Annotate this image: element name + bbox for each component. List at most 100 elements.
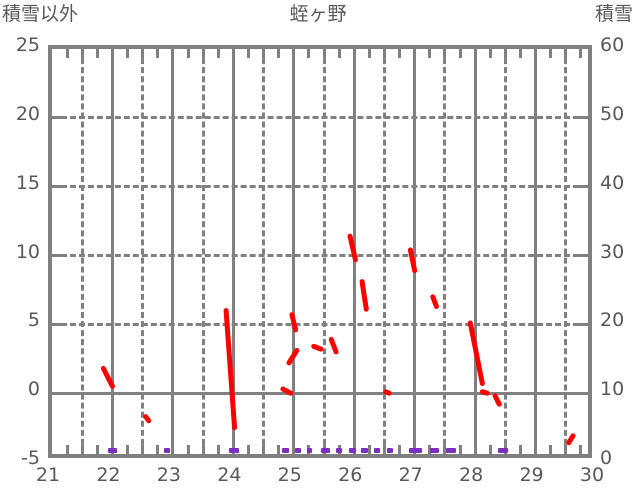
axis-tickmark	[156, 445, 160, 454]
data-segment	[566, 433, 576, 446]
axis-tickmark	[579, 445, 583, 454]
axis-tickmark	[458, 445, 462, 454]
axis-tickmark	[216, 49, 220, 58]
axis-tickmark	[186, 445, 190, 454]
axis-tickmark	[488, 445, 492, 454]
axis-tickmark	[156, 49, 160, 58]
axis-tickmark	[126, 445, 130, 454]
snow-depth-mark	[229, 448, 240, 453]
y-axis-right-tick-label: 20	[600, 309, 625, 332]
x-axis-tick-label: 22	[96, 464, 121, 486]
axis-tickmark	[80, 445, 84, 454]
right-axis-header: 積雪	[594, 3, 633, 25]
left-axis-header: 積雪以外	[2, 3, 79, 25]
y-axis-left-tick-label: 15	[15, 171, 40, 194]
snow-depth-mark	[163, 448, 170, 453]
axis-tickmark	[579, 391, 588, 395]
data-segment	[383, 389, 392, 396]
axis-tickmark	[262, 445, 266, 454]
data-segment	[359, 279, 369, 312]
data-segment	[407, 247, 418, 274]
axis-tickmark	[534, 445, 538, 454]
y-axis-left-tick-label: 5	[27, 309, 40, 332]
vgridline-minor	[382, 49, 386, 454]
y-axis-right-tick-label: 40	[600, 171, 625, 194]
vgridline-minor	[503, 49, 507, 454]
axis-tickmark	[246, 445, 250, 454]
axis-tickmark	[110, 49, 114, 58]
axis-tickmark	[579, 49, 583, 58]
y-axis-right-tick-label: 30	[600, 240, 625, 263]
data-segment	[492, 393, 502, 407]
snow-depth-mark	[374, 448, 380, 453]
snow-depth-mark	[281, 448, 289, 453]
y-axis-left-tick-label: 20	[15, 102, 40, 125]
data-segment	[479, 389, 490, 396]
axis-tickmark	[367, 445, 371, 454]
series-precipitation-other-than-snow	[100, 233, 576, 446]
plot-area	[48, 45, 592, 458]
axis-tickmark	[443, 445, 447, 454]
vgridline-major	[473, 49, 477, 454]
hgridline	[52, 322, 588, 326]
snow-depth-mark	[387, 448, 394, 453]
axis-tickmark	[186, 49, 190, 58]
data-segment	[143, 414, 152, 424]
axis-tickmark	[579, 322, 588, 326]
hgridline	[52, 116, 588, 120]
y-axis-right-tick-label: 0	[600, 447, 613, 469]
axis-tickmark	[52, 185, 61, 189]
axis-tickmark	[473, 49, 477, 58]
axis-tickmark	[382, 49, 386, 58]
vgridline-minor	[262, 49, 266, 454]
axis-tickmark	[65, 49, 69, 58]
data-segment	[289, 312, 299, 333]
axis-tickmark	[216, 445, 220, 454]
axis-tickmark	[52, 116, 61, 120]
axis-tickmark	[352, 49, 356, 58]
x-axis-tick-label: 21	[35, 464, 61, 486]
axis-tickmark	[534, 49, 538, 58]
y-axis-left-tick-label: 25	[15, 34, 40, 56]
y-axis-right-tick-label: 60	[600, 34, 625, 56]
axis-tickmark	[564, 49, 568, 58]
axis-tickmark	[277, 49, 281, 58]
axis-tickmark	[503, 49, 507, 58]
vgridline-minor	[201, 49, 205, 454]
axis-tickmark	[201, 445, 205, 454]
vgridline-major	[534, 49, 538, 454]
hgridline	[52, 254, 588, 257]
axis-tickmark	[428, 49, 432, 58]
axis-tickmark	[52, 391, 61, 395]
axis-tickmark	[443, 49, 447, 58]
axis-tickmark	[126, 49, 130, 58]
vgridline-minor	[141, 49, 145, 454]
axis-tickmark	[488, 49, 492, 58]
x-axis-tick-label: 29	[519, 464, 544, 486]
x-axis-tick-label: 26	[338, 464, 363, 486]
axis-tickmark	[367, 49, 371, 58]
axis-tickmark	[322, 49, 326, 58]
axis-tickmark	[564, 445, 568, 454]
vgridline-major	[231, 49, 235, 454]
axis-tickmark	[579, 185, 588, 189]
y-axis-left-tick-label: 10	[15, 240, 40, 263]
data-segment	[430, 294, 439, 309]
axis-tickmark	[95, 445, 99, 454]
data-segment	[286, 347, 300, 366]
snow-depth-mark	[361, 448, 368, 453]
vgridline-major	[110, 49, 114, 454]
axis-tickmark	[337, 49, 341, 58]
axis-tickmark	[52, 322, 61, 326]
axis-tickmark	[52, 254, 61, 257]
hgridline	[52, 185, 588, 189]
axis-tickmark	[171, 49, 175, 58]
axis-tickmark	[458, 49, 462, 58]
axis-tickmark	[80, 49, 84, 58]
axis-tickmark	[141, 445, 145, 454]
axis-tickmark	[307, 49, 311, 58]
data-segment	[223, 308, 238, 431]
x-axis-tick-label: 23	[156, 464, 181, 486]
axis-tickmark	[65, 445, 69, 454]
axis-tickmark	[141, 49, 145, 58]
